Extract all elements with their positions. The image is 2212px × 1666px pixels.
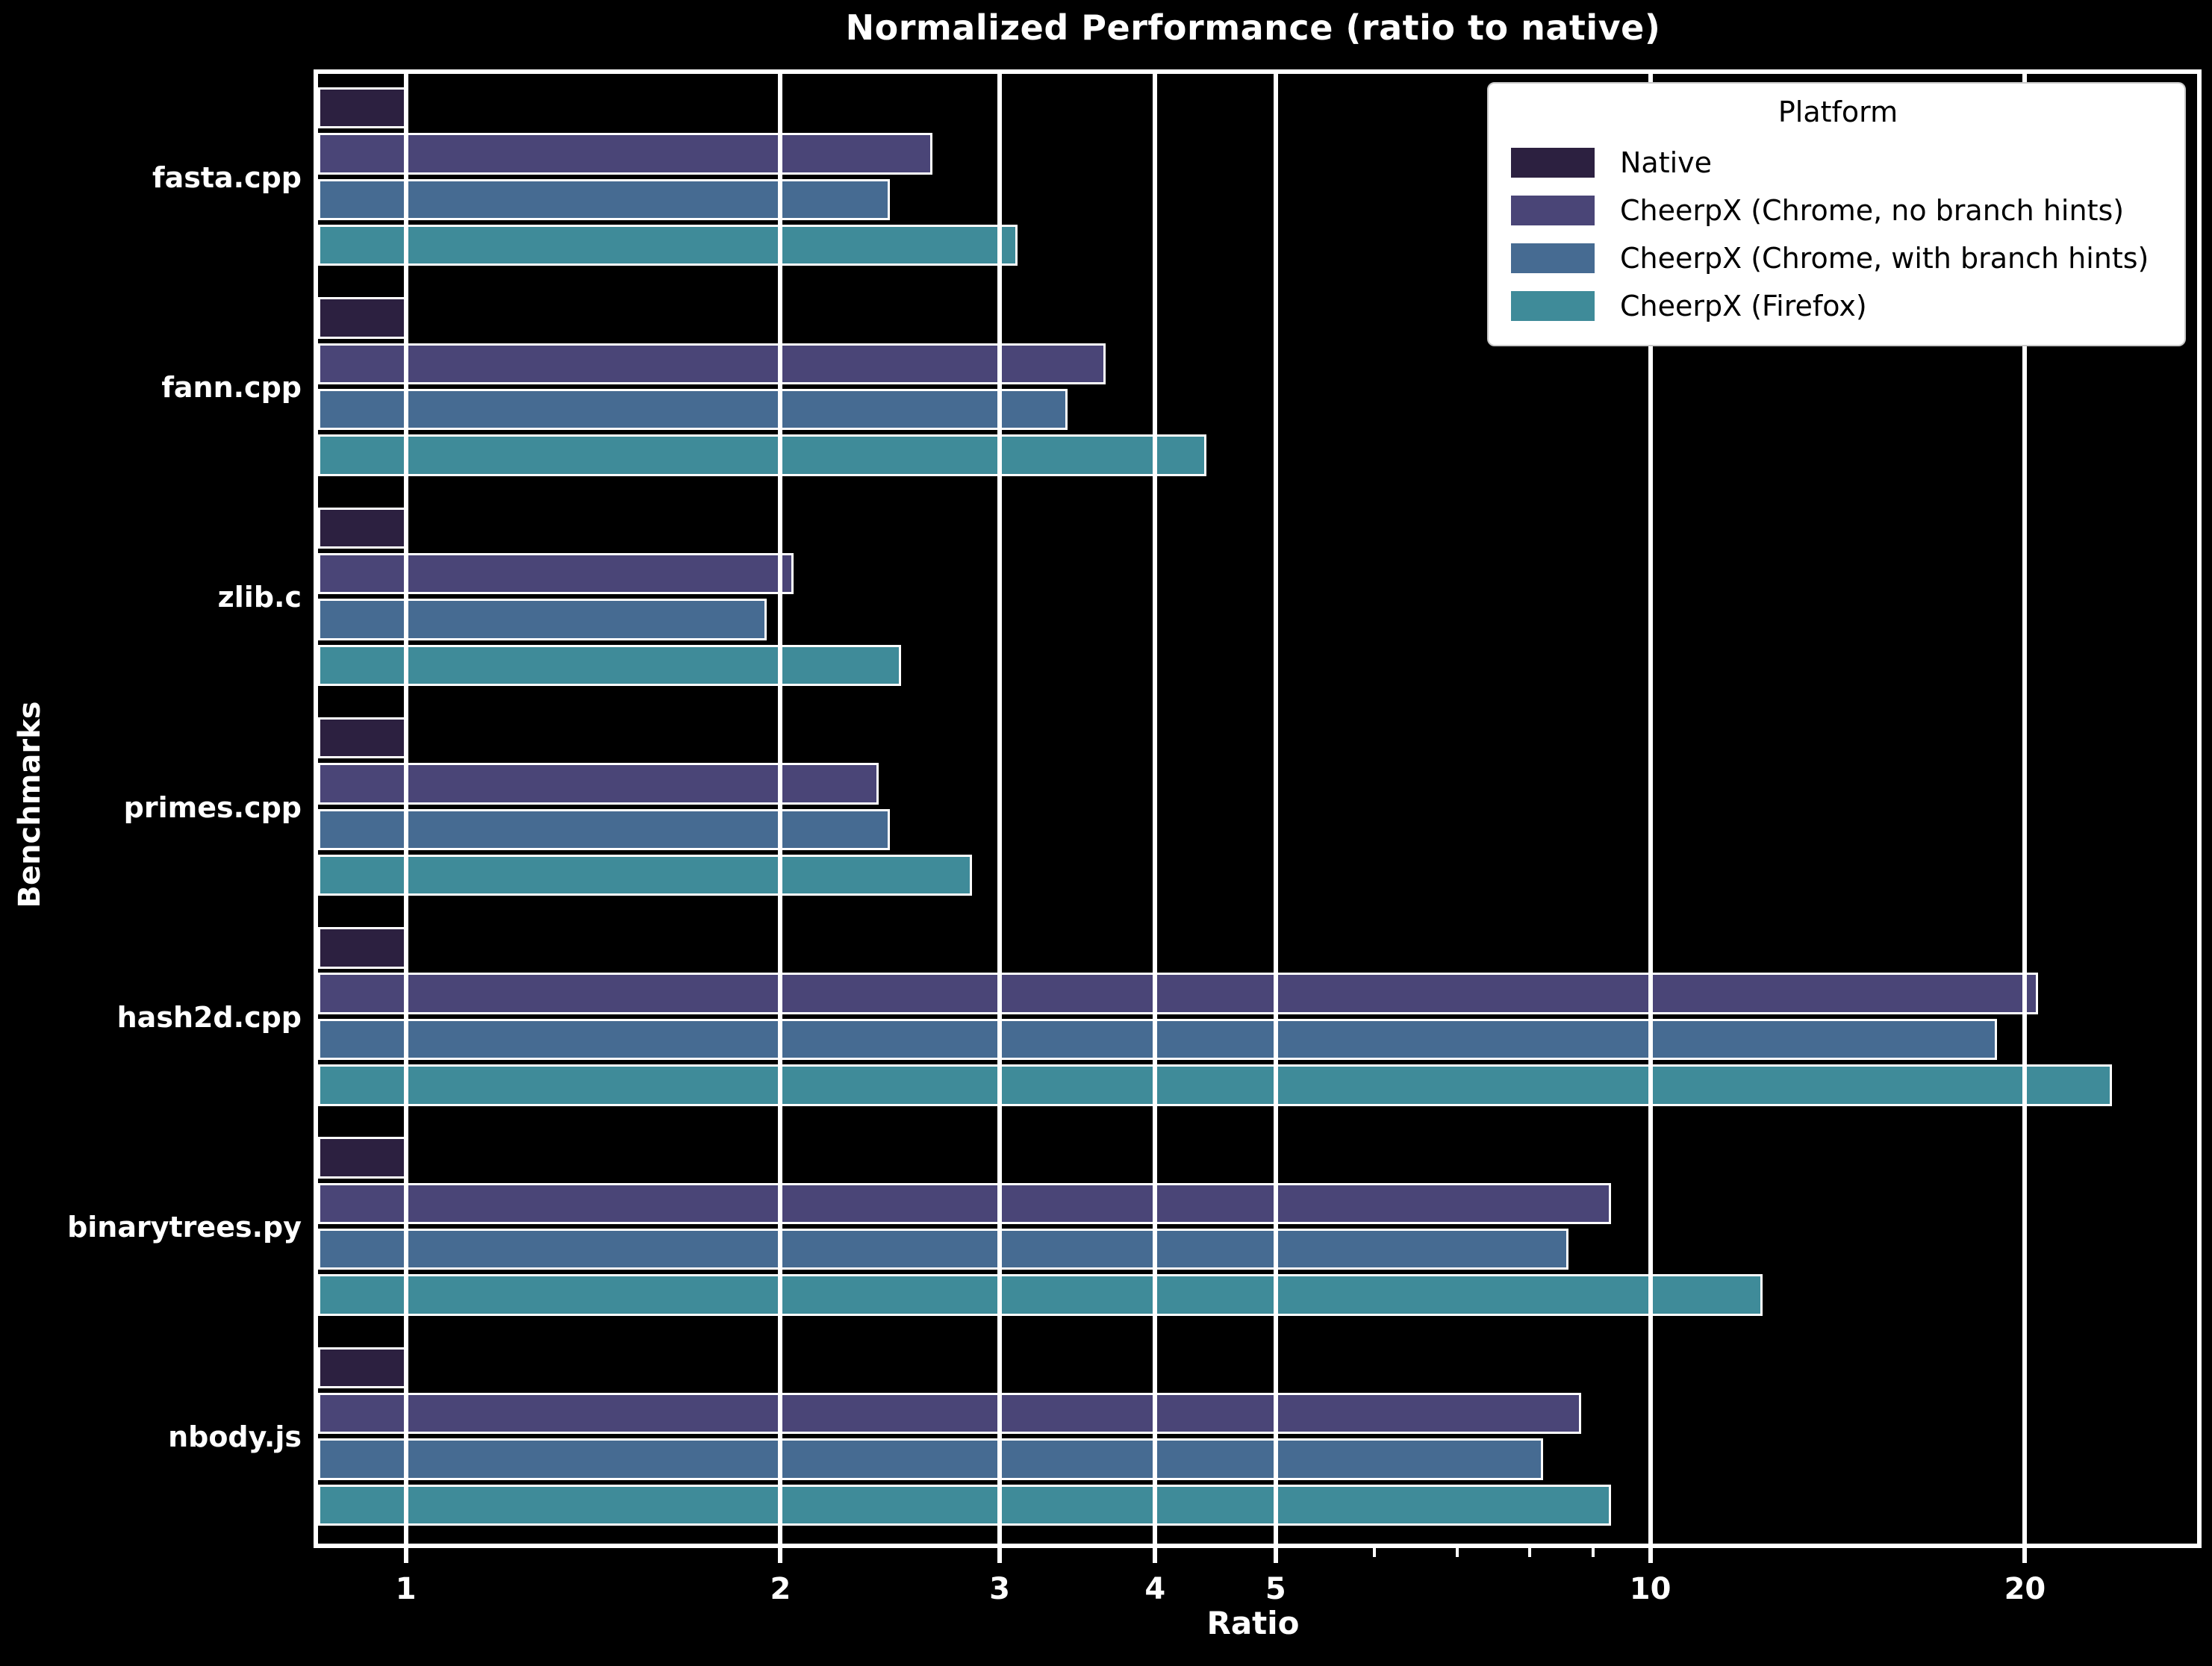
legend-title: Platform <box>1778 96 1898 128</box>
x-tick-major <box>2022 1548 2028 1563</box>
gridline-x5 <box>1273 74 1278 1544</box>
bar-primes-cpp-series2 <box>318 808 891 850</box>
bar-primes-cpp-series3 <box>318 854 972 896</box>
bar-fasta-cpp-series3 <box>318 224 1018 266</box>
bar-hash2d-cpp-series0 <box>318 927 406 969</box>
bar-nbody-js-series2 <box>318 1438 1543 1480</box>
gridline-x4 <box>1153 74 1158 1544</box>
x-tick-major <box>778 1548 783 1563</box>
bar-binarytrees-py-series0 <box>318 1137 406 1179</box>
bar-zlib-c-series1 <box>318 552 794 595</box>
bar-hash2d-cpp-series1 <box>318 973 2039 1014</box>
x-tick-major <box>1648 1548 1653 1563</box>
legend: Platform Native CheerpX (Chrome, no branc… <box>1487 82 2186 346</box>
bar-binarytrees-py-series2 <box>318 1229 1569 1270</box>
legend-swatch <box>1511 291 1595 321</box>
y-tick-label: hash2d.cpp <box>116 1000 302 1034</box>
y-tick-label: binarytrees.py <box>67 1211 302 1244</box>
bar-hash2d-cpp-series2 <box>318 1018 1998 1061</box>
x-tick-label: 1 <box>395 1572 417 1606</box>
x-tick-label: 3 <box>989 1572 1010 1606</box>
bar-zlib-c-series2 <box>318 599 767 640</box>
x-tick-minor <box>1592 1548 1595 1557</box>
legend-entries: Native CheerpX (Chrome, no branch hints) C… <box>1511 139 2165 330</box>
legend-entry-label: CheerpX (Chrome, with branch hints) <box>1620 242 2149 275</box>
gridline-x1 <box>403 74 408 1544</box>
gridline-x10 <box>1648 74 1653 1544</box>
x-tick-minor <box>1528 1548 1532 1557</box>
bar-zlib-c-series3 <box>318 644 902 686</box>
bar-fann-cpp-series0 <box>318 297 406 339</box>
bar-primes-cpp-series0 <box>318 717 406 759</box>
bar-primes-cpp-series1 <box>318 763 879 805</box>
x-tick-label: 10 <box>1629 1572 1672 1606</box>
bar-fann-cpp-series1 <box>318 343 1106 384</box>
x-tick-minor <box>1372 1548 1376 1557</box>
bar-binarytrees-py-series3 <box>318 1274 1763 1316</box>
bar-binarytrees-py-series1 <box>318 1182 1612 1225</box>
bar-nbody-js-series0 <box>318 1347 406 1389</box>
x-tick-label: 4 <box>1144 1572 1166 1606</box>
legend-entry-0: Native <box>1511 139 2165 187</box>
bar-fasta-cpp-series0 <box>318 87 406 129</box>
gridline-x2 <box>778 74 783 1544</box>
x-tick-major <box>1273 1548 1278 1563</box>
x-tick-major <box>997 1548 1002 1563</box>
legend-swatch <box>1511 243 1595 273</box>
bar-fasta-cpp-series1 <box>318 133 933 175</box>
x-tick-label: 20 <box>2004 1572 2046 1606</box>
legend-entry-2: CheerpX (Chrome, with branch hints) <box>1511 234 2165 282</box>
gridline-x20 <box>2022 74 2028 1544</box>
chart-title: Normalized Performance (ratio to native) <box>845 7 1661 48</box>
legend-entry-label: CheerpX (Chrome, no branch hints) <box>1620 194 2125 227</box>
bar-fasta-cpp-series2 <box>318 178 891 221</box>
legend-entry-label: CheerpX (Firefox) <box>1620 290 1867 322</box>
legend-entry-3: CheerpX (Firefox) <box>1511 282 2165 330</box>
bar-fann-cpp-series2 <box>318 388 1068 431</box>
x-tick-label: 5 <box>1265 1572 1286 1606</box>
bar-nbody-js-series3 <box>318 1484 1612 1526</box>
legend-swatch <box>1511 148 1595 178</box>
y-tick-label: fasta.cpp <box>152 160 302 194</box>
x-tick-major <box>1153 1548 1158 1563</box>
y-tick-label: primes.cpp <box>123 790 302 824</box>
bar-fann-cpp-series3 <box>318 434 1207 476</box>
bar-nbody-js-series1 <box>318 1393 1582 1435</box>
y-tick-label: fann.cpp <box>161 370 302 404</box>
y-tick-label: nbody.js <box>168 1420 302 1454</box>
legend-entry-1: CheerpX (Chrome, no branch hints) <box>1511 187 2165 234</box>
gridline-x3 <box>997 74 1002 1544</box>
x-tick-label: 2 <box>770 1572 791 1606</box>
x-axis-label: Ratio <box>1206 1605 1300 1641</box>
bar-zlib-c-series0 <box>318 507 406 549</box>
legend-entry-label: Native <box>1620 146 1713 179</box>
y-tick-label: zlib.c <box>217 581 302 614</box>
legend-swatch <box>1511 196 1595 225</box>
x-tick-major <box>403 1548 408 1563</box>
bar-hash2d-cpp-series3 <box>318 1064 2113 1106</box>
x-tick-minor <box>1456 1548 1459 1557</box>
